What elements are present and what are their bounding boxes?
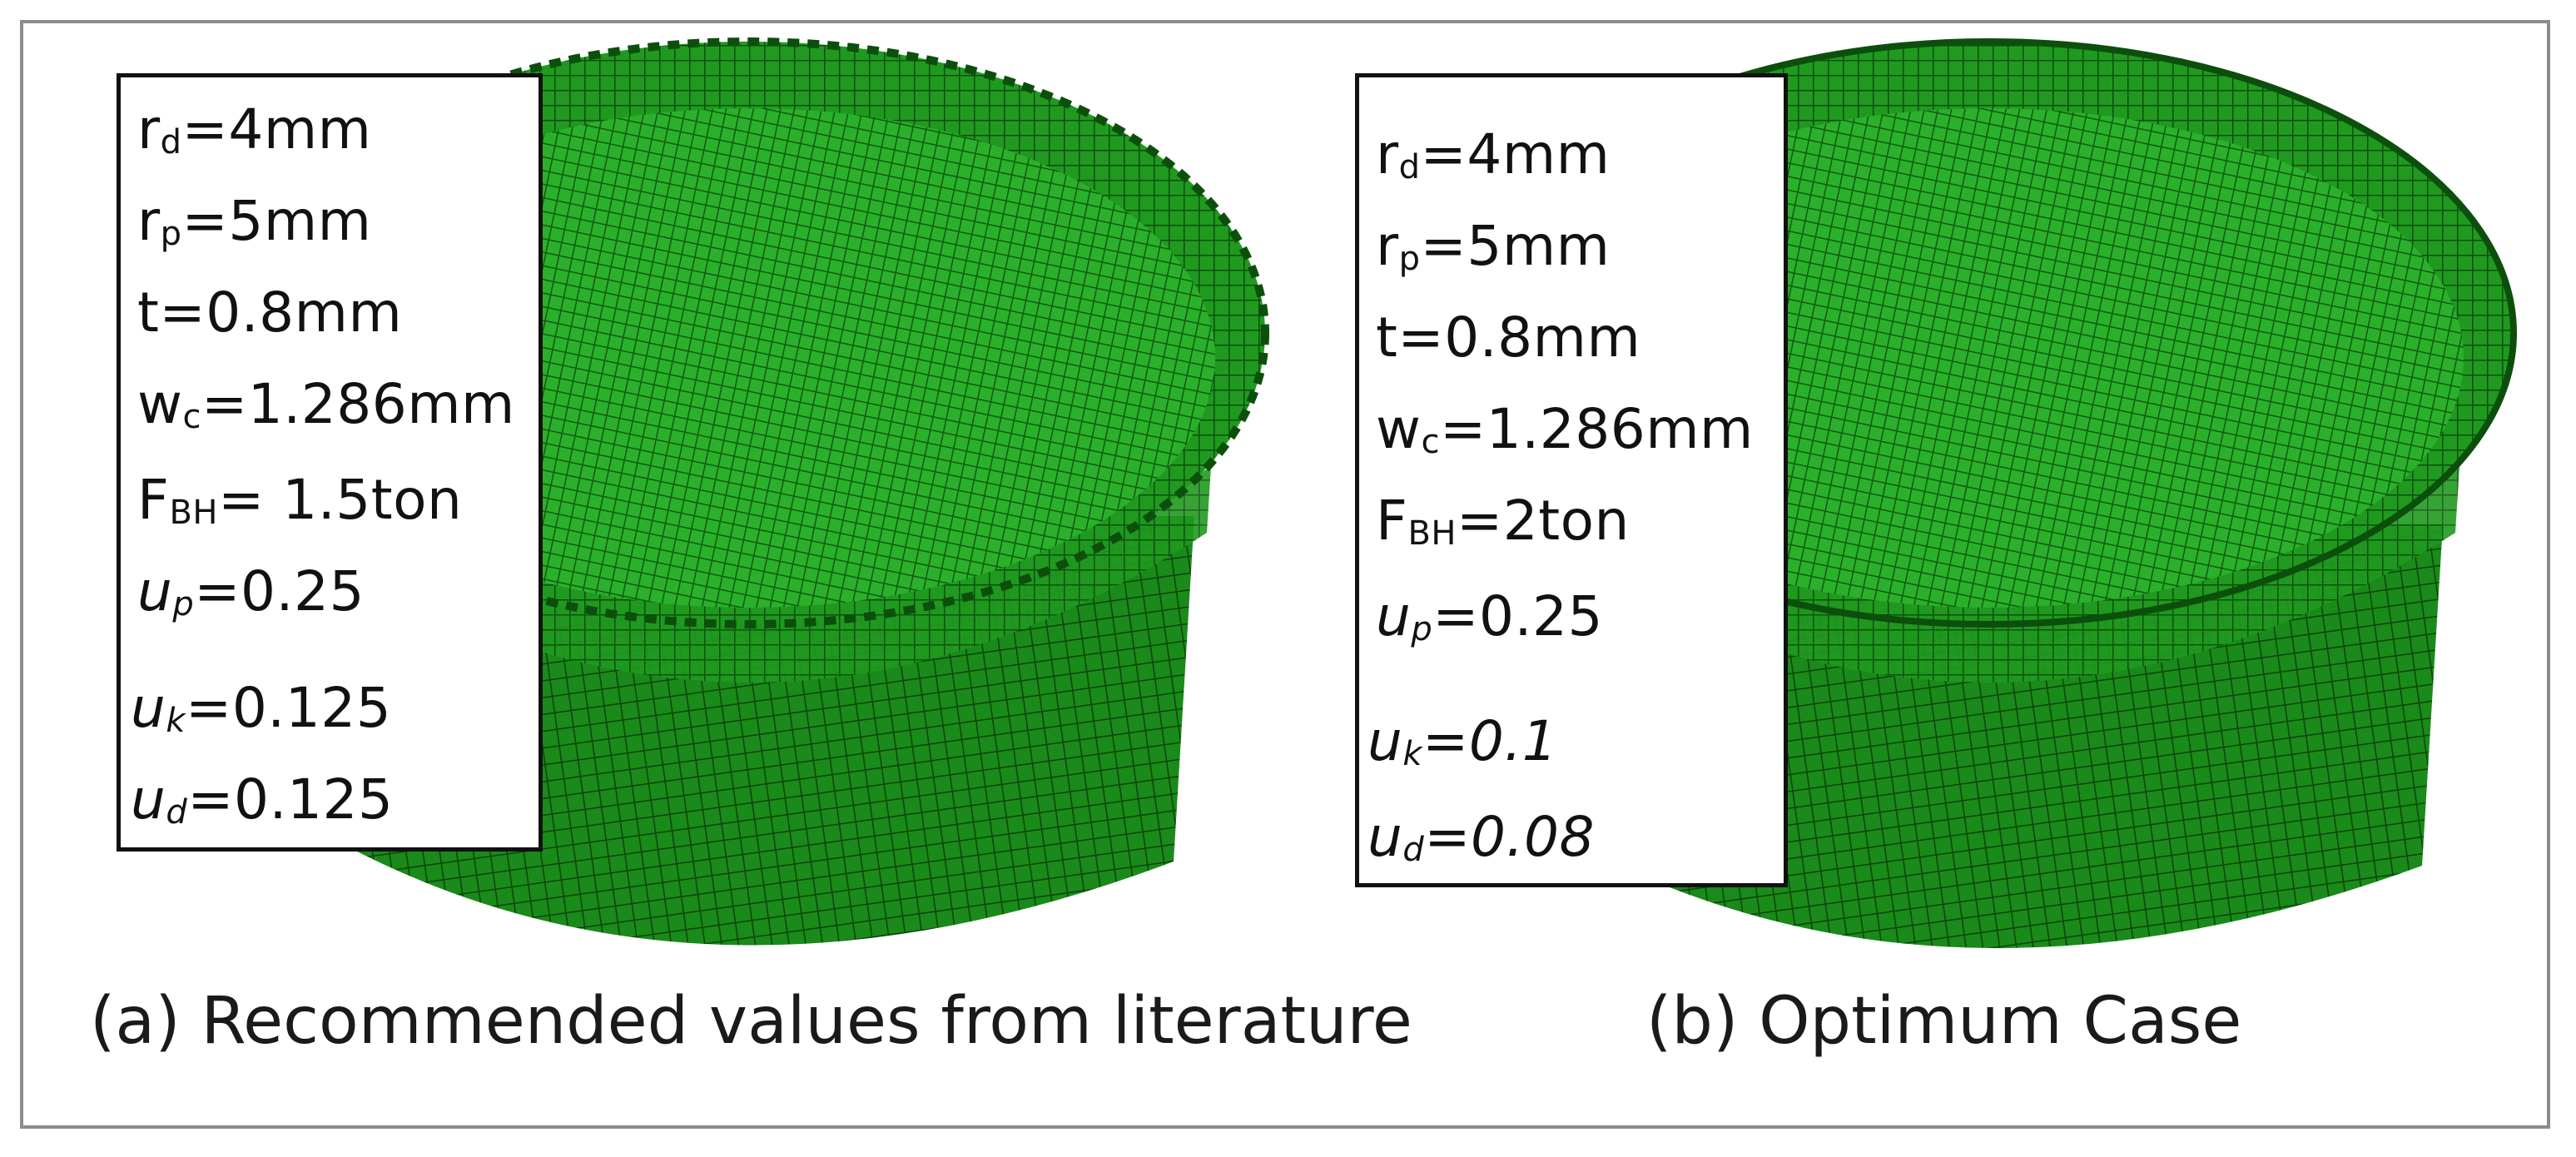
param-rd: rd=4mm	[1376, 122, 1611, 186]
caption-a: (a) Recommended values from literature	[90, 984, 1412, 1059]
param-wc: wc=1.286mm	[1376, 397, 1754, 461]
param-fbh: FBH= 1.5ton	[137, 468, 463, 532]
parameter-box-a: rd=4mm rp=5mm t=0.8mm wc=1.286mm FBH= 1.…	[117, 73, 543, 852]
param-up: up=0.25	[1376, 584, 1603, 648]
parameter-box-b: rd=4mm rp=5mm t=0.8mm wc=1.286mm FBH=2to…	[1355, 73, 1788, 887]
param-wc: wc=1.286mm	[137, 372, 515, 436]
param-fbh: FBH=2ton	[1376, 489, 1630, 553]
param-up: up=0.25	[137, 559, 365, 623]
param-uk: uk=0.1	[1367, 709, 1558, 773]
param-t: t=0.8mm	[1376, 305, 1641, 370]
param-ud: ud=0.125	[131, 767, 394, 832]
param-uk: uk=0.125	[131, 676, 392, 740]
caption-b: (b) Optimum Case	[1646, 984, 2242, 1059]
param-ud: ud=0.08	[1367, 805, 1595, 869]
param-t: t=0.8mm	[137, 281, 403, 345]
param-rd: rd=4mm	[137, 97, 372, 161]
param-rp: rp=5mm	[1376, 214, 1611, 278]
param-rp: rp=5mm	[137, 189, 372, 253]
